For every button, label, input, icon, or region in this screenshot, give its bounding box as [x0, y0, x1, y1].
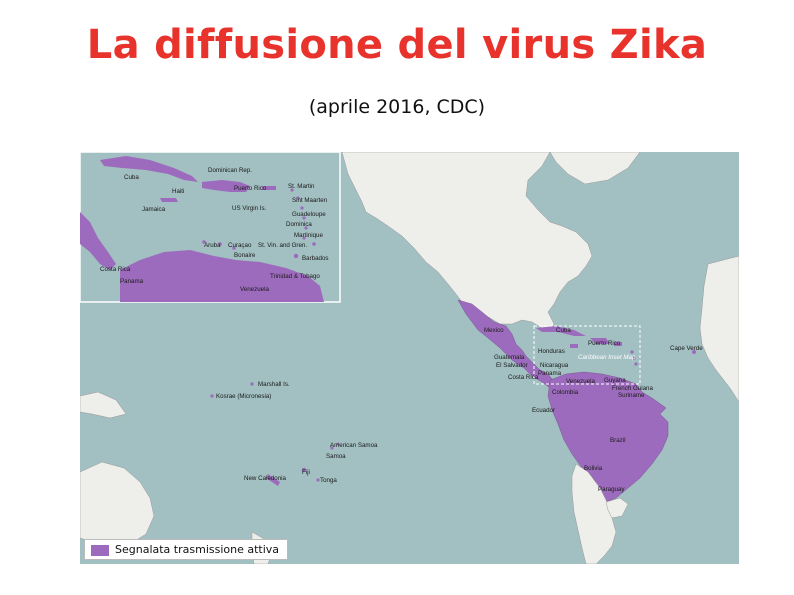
tonga-island	[316, 478, 320, 482]
greenland	[549, 152, 641, 185]
label-paraguay: Paraguay	[598, 486, 625, 493]
lesser-antilles	[634, 362, 638, 366]
inset-label-venezuela: Venezuela	[240, 286, 269, 293]
label-marshall: Marshall Is.	[258, 381, 290, 388]
inset-label-trinidad: Trinidad & Tobago	[270, 273, 320, 280]
label-fiji: Fiji	[302, 469, 310, 476]
label-ecuador: Ecuador	[532, 407, 555, 414]
caribbean-inset: Cuba Haiti Dominican Rep. Puerto Rico St…	[80, 152, 341, 303]
inset-label-aruba: Aruba	[204, 242, 221, 249]
inset-label-haiti: Haiti	[172, 188, 184, 195]
cape-verde-island	[692, 350, 696, 354]
inset-label-dominican-rep: Dominican Rep.	[208, 167, 252, 174]
label-puerto-rico: Puerto Rico	[588, 340, 621, 347]
label-american-samoa: American Samoa	[330, 442, 378, 449]
new-caledonia-island	[266, 474, 280, 486]
label-samoa: Samoa	[326, 453, 346, 460]
inset-label-jamaica: Jamaica	[142, 206, 166, 213]
inset-island	[232, 246, 236, 250]
inset-island	[302, 236, 306, 240]
south-america-active	[547, 371, 669, 503]
label-costa-rica: Costa Rica	[508, 374, 539, 381]
inset-label-barbados: Barbados	[302, 255, 329, 262]
inset-label-st-martin: St. Martin	[288, 183, 315, 190]
label-french-guiana: French Guiana	[612, 385, 653, 392]
puerto-rico-main	[614, 342, 622, 346]
inset-jamaica	[160, 198, 178, 202]
cuba-main	[536, 326, 586, 336]
label-brazil: Brazil	[610, 437, 625, 444]
label-kosrae: Kosrae (Micronesia)	[216, 393, 271, 400]
caribbean-inset-outline	[533, 325, 641, 385]
map-svg: Mexico Cuba Puerto Rico Honduras Caribbe…	[80, 152, 739, 564]
legend: Segnalata trasmissione attiva	[84, 539, 288, 560]
inset-island	[304, 226, 308, 230]
inset-label-puerto-rico: Puerto Rico	[234, 185, 267, 192]
samoa-island	[330, 446, 334, 450]
page-title: La diffusione del virus Zika	[86, 22, 708, 68]
inset-label-dominica: Dominica	[286, 221, 312, 228]
label-nicaragua: Nicaragua	[540, 362, 569, 369]
inset-label-st-vin: St. Vin. and Gren.	[258, 242, 307, 249]
inset-island	[218, 242, 222, 246]
inset-puerto-rico	[262, 186, 276, 190]
south-america-south	[571, 463, 617, 564]
lesser-antilles	[632, 356, 636, 360]
american-samoa-island	[336, 442, 340, 446]
label-caribbean-inset-map: Caribbean Inset Map	[578, 354, 636, 361]
inset-hispaniola	[202, 180, 250, 192]
legend-label: Segnalata trasmissione attiva	[115, 543, 280, 556]
inset-island	[290, 188, 294, 192]
label-guyana: Guyana	[604, 377, 626, 384]
inset-label-bonaire: Bonaire	[234, 252, 256, 259]
inset-island	[293, 253, 299, 259]
inset-cuba	[100, 156, 198, 182]
inset-label-sint-maarten: Sint Maarten	[292, 197, 328, 204]
lesser-antilles	[630, 350, 634, 354]
label-colombia: Colombia	[552, 389, 579, 396]
label-panama: Panama	[538, 370, 562, 377]
page-subtitle: (aprile 2016, CDC)	[308, 96, 486, 118]
fiji-island	[301, 467, 307, 473]
inset-south-america	[120, 250, 324, 302]
label-cuba: Cuba	[556, 327, 571, 334]
inset-label-costa-rica: Costa Rica	[100, 266, 131, 273]
inset-central-america	[80, 212, 116, 270]
label-honduras: Honduras	[538, 348, 565, 355]
inset-island	[296, 196, 300, 200]
label-guatemala: Guatemala	[494, 354, 525, 361]
label-el-salvador: El Salvador	[496, 362, 528, 369]
label-new-caledonia: New Caledonia	[244, 475, 287, 482]
inset-label-guadeloupe: Guadeloupe	[292, 211, 326, 218]
zika-map: Mexico Cuba Puerto Rico Honduras Caribbe…	[80, 152, 739, 564]
africa-edge	[699, 255, 739, 403]
inset-label-curacao: Curaçao	[228, 242, 252, 249]
label-mexico: Mexico	[484, 327, 504, 334]
label-venezuela: Venezuela	[566, 378, 595, 385]
hispaniola-main	[590, 338, 610, 344]
north-america	[341, 152, 593, 331]
inset-island	[300, 206, 304, 210]
inset-label-cuba: Cuba	[124, 174, 139, 181]
jamaica-main	[570, 344, 578, 348]
marshall-island	[250, 382, 254, 386]
inset-island	[202, 240, 206, 244]
inset-label-panama: Panama	[120, 278, 144, 285]
papua-new-guinea	[80, 391, 127, 419]
label-cape-verde: Cape Verde	[670, 345, 703, 352]
label-bolivia: Bolivia	[584, 465, 603, 472]
label-tonga: Tonga	[320, 477, 337, 484]
inset-island	[302, 216, 306, 220]
label-suriname: Suriname	[618, 392, 645, 399]
legend-swatch	[91, 545, 109, 556]
inset-label-us-virgin: US Virgin Is.	[232, 205, 267, 212]
kosrae-island	[210, 394, 214, 398]
inset-label-martinique: Martinique	[294, 232, 323, 239]
uruguay-south-brazil	[605, 497, 629, 519]
inset-island	[312, 242, 316, 246]
mexico-central-america	[457, 299, 557, 389]
